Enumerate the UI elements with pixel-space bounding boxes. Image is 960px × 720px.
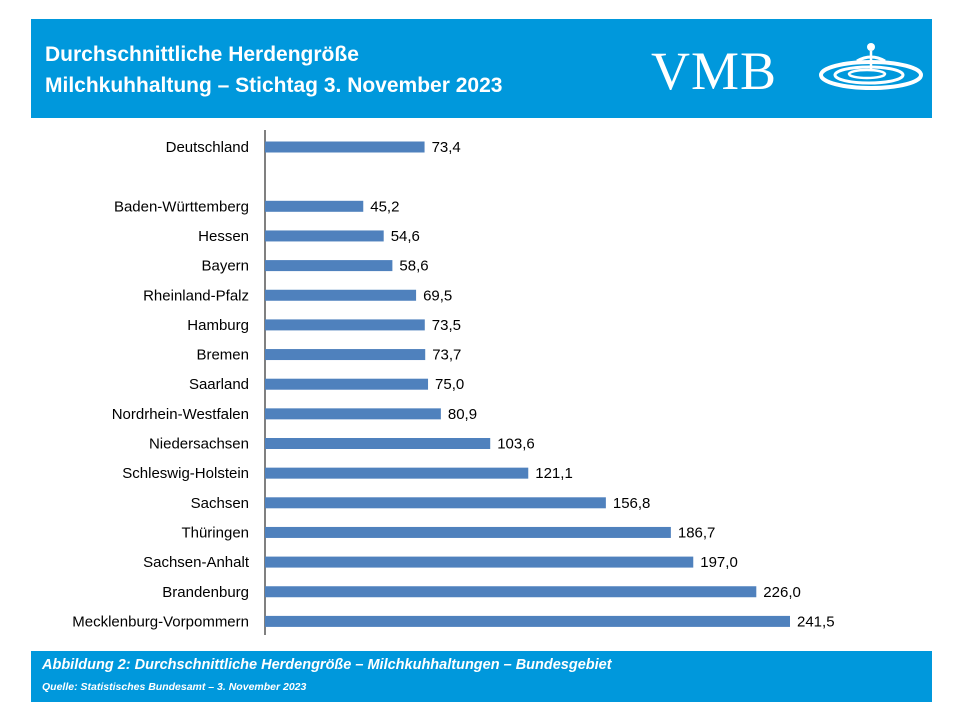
data-label: 80,9: [448, 406, 477, 423]
category-label: Sachsen-Anhalt: [143, 554, 250, 571]
source-note: Quelle: Statistisches Bundesamt – 3. Nov…: [42, 681, 307, 693]
data-label: 156,8: [613, 495, 651, 512]
data-label: 73,5: [432, 317, 461, 334]
bar: [265, 289, 417, 301]
data-label: 103,6: [497, 436, 535, 453]
bar: [265, 230, 384, 242]
bar: [265, 141, 425, 153]
bar: [265, 438, 491, 449]
category-label: Hamburg: [187, 317, 249, 334]
data-label: 73,4: [432, 139, 461, 156]
bar: [265, 349, 426, 361]
logo-wordmark: VMB: [651, 41, 778, 101]
category-label: Baden-Württemberg: [114, 198, 249, 215]
logo-swirl-icon: [819, 43, 923, 90]
category-label: Thüringen: [181, 524, 249, 541]
header-banner: Durchschnittliche Herdengröße Milchkuhha…: [31, 19, 932, 118]
category-label: Bremen: [196, 347, 249, 364]
bar: [265, 615, 790, 627]
data-label: 45,2: [370, 198, 399, 215]
category-label: Bayern: [201, 258, 249, 275]
data-label: 121,1: [535, 465, 573, 482]
data-label: 69,5: [423, 287, 452, 304]
category-label: Mecklenburg-Vorpommern: [72, 613, 249, 630]
bar: [265, 556, 694, 568]
data-label: 197,0: [700, 554, 738, 571]
bar: [265, 319, 425, 331]
chart-title-line1: Durchschnittliche Herdengröße: [45, 43, 359, 66]
category-label: Saarland: [189, 376, 249, 393]
data-label: 186,7: [678, 524, 716, 541]
category-label: Nordrhein-Westfalen: [112, 406, 249, 423]
bar-chart: Deutschland 73,4 Baden-Württemberg 45,2 Hess…: [72, 130, 835, 635]
bar: [265, 467, 529, 479]
category-label: Deutschland: [166, 139, 249, 156]
data-label: 226,0: [763, 584, 801, 601]
bar: [265, 408, 441, 420]
data-label: 54,6: [391, 228, 420, 245]
bar: [265, 260, 393, 272]
data-label: 73,7: [432, 347, 461, 364]
bar: [265, 497, 606, 509]
bar: [265, 586, 757, 598]
bar: [265, 378, 429, 390]
figure-caption: Abbildung 2: Durchschnittliche Herdengrö…: [42, 657, 612, 673]
data-label: 75,0: [435, 376, 464, 393]
bar: [265, 526, 671, 538]
category-label: Brandenburg: [162, 584, 249, 601]
data-label: 58,6: [399, 258, 428, 275]
bar: [265, 200, 364, 212]
category-label: Niedersachsen: [149, 436, 249, 453]
category-label: Sachsen: [191, 495, 249, 512]
data-label: 241,5: [797, 613, 835, 630]
vmb-logo: VMB: [651, 39, 923, 101]
footer-banner: Abbildung 2: Durchschnittliche Herdengrö…: [31, 651, 932, 702]
category-label: Rheinland-Pfalz: [143, 287, 249, 304]
chart-title-line2: Milchkuhhaltung – Stichtag 3. November 2…: [45, 74, 503, 97]
category-label: Schleswig-Holstein: [122, 465, 249, 482]
category-label: Hessen: [198, 228, 249, 245]
